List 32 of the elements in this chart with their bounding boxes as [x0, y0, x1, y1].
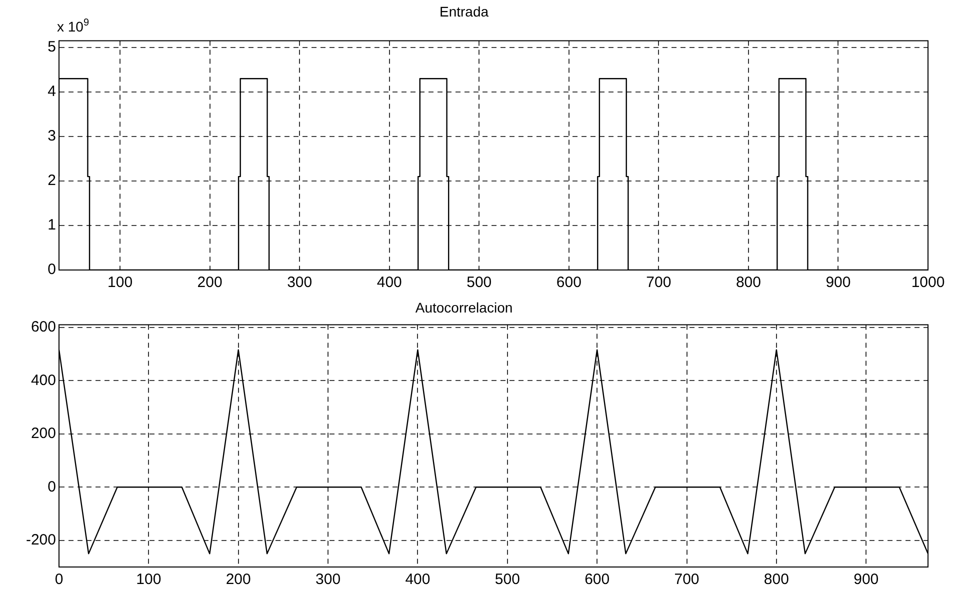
x-tick-label: 800 [736, 274, 761, 292]
chart-title: Entrada [439, 3, 489, 20]
y-tick-label: -200 [26, 532, 56, 549]
x-tick-label: 100 [108, 274, 133, 292]
y-tick-label: 0 [48, 261, 56, 278]
x-tick-label: 300 [316, 571, 341, 588]
x-tick-label: 900 [826, 274, 851, 292]
x-tick-label: 800 [764, 571, 789, 588]
x-tick-label: 400 [405, 571, 430, 588]
x-tick-label: 600 [584, 571, 610, 588]
x-tick-label: 700 [674, 571, 700, 588]
x-tick-label: 1000 [911, 274, 945, 292]
y-tick-label: 200 [30, 425, 56, 442]
y-tick-label: 4 [48, 83, 56, 100]
x-tick-label: 300 [287, 274, 312, 292]
y-tick-label: 600 [30, 318, 56, 336]
chart-title: Autocorrelacion [415, 299, 513, 316]
x-tick-label: 100 [136, 571, 162, 588]
x-tick-label: 400 [376, 274, 402, 292]
x-tick-label: 700 [646, 274, 672, 292]
y-tick-label: 400 [30, 372, 56, 389]
y-tick-label: 0 [48, 478, 56, 496]
x-tick-label: 200 [197, 274, 222, 292]
x-tick-label: 500 [466, 274, 492, 292]
x-tick-label: 500 [494, 571, 520, 588]
y-tick-label: 2 [48, 172, 56, 190]
x-tick-label: 200 [226, 571, 251, 588]
y-tick-label: 1 [48, 216, 56, 234]
x-tick-label: 900 [854, 571, 879, 588]
y-tick-label: 3 [48, 128, 56, 145]
y-tick-label: 5 [48, 38, 56, 56]
x-tick-label: 600 [556, 274, 582, 292]
